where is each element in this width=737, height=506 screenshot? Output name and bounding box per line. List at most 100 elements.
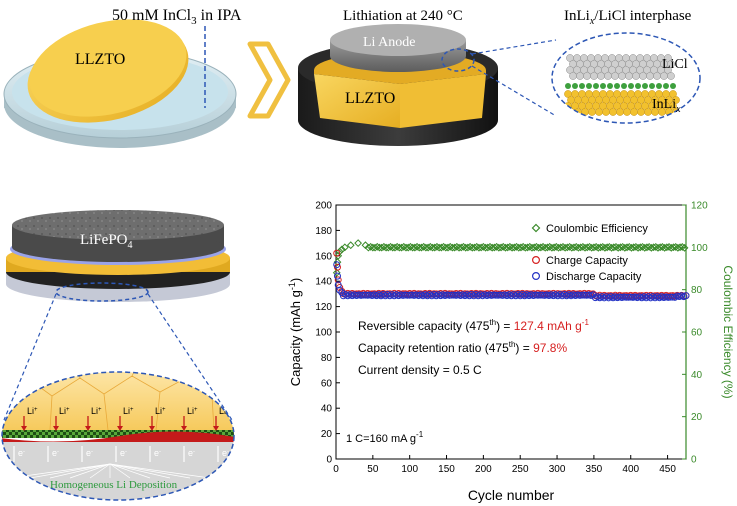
y-left-tick-label: 0 xyxy=(326,455,332,466)
inlix-atom xyxy=(616,108,624,116)
charge-point xyxy=(334,276,342,284)
legend-circle-icon xyxy=(531,272,540,281)
zoom-marker-interface xyxy=(441,48,475,72)
capacity-chart: 0 50 100 150 200 250 300 350 400 4500204060801001… xyxy=(287,201,735,504)
interface-atom xyxy=(621,83,627,89)
ce-point xyxy=(426,242,435,251)
discharge-point xyxy=(333,261,341,269)
electron-spread-line xyxy=(69,463,111,479)
ce-point xyxy=(354,239,363,248)
inlix-atom xyxy=(588,108,596,116)
ce-point xyxy=(519,242,528,251)
arrow-head-icon xyxy=(53,426,59,431)
ce-point xyxy=(660,243,669,252)
ce-point xyxy=(333,258,342,267)
discharge-point xyxy=(578,291,586,299)
ce-point xyxy=(552,242,561,251)
y-right-tick-label: 40 xyxy=(691,370,703,381)
y-right-tick-label: 100 xyxy=(691,243,708,254)
y-right-tick-label: 80 xyxy=(691,285,703,296)
interface-atom xyxy=(586,83,592,89)
legend-circle-icon xyxy=(531,256,540,265)
reversible-capacity-annotation: Reversible capacity (475th) = 127.4 mAh … xyxy=(358,318,589,333)
ce-point xyxy=(332,268,341,277)
licl-atom xyxy=(639,72,647,80)
arrow-head-icon xyxy=(117,426,123,431)
discharge-point xyxy=(448,291,456,299)
interphase-bubble xyxy=(551,32,701,124)
arrow-head-icon xyxy=(213,426,219,431)
y-left-tick-label: 40 xyxy=(321,404,333,415)
ce-point xyxy=(379,242,388,251)
electron-spread-line xyxy=(109,463,131,479)
discharge-point xyxy=(334,281,342,289)
full-cell-illustration xyxy=(6,210,230,302)
ce-point xyxy=(654,243,662,252)
licl-atom xyxy=(667,72,675,80)
ce-point xyxy=(481,243,490,252)
x-tick-label: 350 xyxy=(586,464,603,475)
interface-atom xyxy=(656,83,662,89)
ce-point xyxy=(466,242,475,251)
charge-point xyxy=(333,249,341,257)
arrow-head-icon xyxy=(149,426,155,431)
discharge-point xyxy=(538,291,546,299)
y-right-tick-label: 20 xyxy=(691,412,703,423)
ce-point xyxy=(669,243,678,252)
ce-point xyxy=(539,242,547,251)
licl-label: LiCl xyxy=(662,57,688,72)
step1-dish-illustration xyxy=(3,19,237,148)
current-density-annotation: Current density = 0.5 C xyxy=(358,363,482,377)
ce-point xyxy=(486,242,494,251)
ce-point xyxy=(541,243,550,252)
y-right-tick-label: 0 xyxy=(691,455,697,466)
discharge-point xyxy=(338,289,346,297)
arrow-head-icon xyxy=(85,426,91,431)
inlix-atom xyxy=(644,108,652,116)
ce-point xyxy=(337,245,346,254)
inlix-atom xyxy=(623,108,631,116)
ce-point xyxy=(581,243,589,252)
li-anode-label: Li Anode xyxy=(363,35,416,50)
discharge-point xyxy=(682,292,690,300)
inlix-atom xyxy=(637,108,645,116)
ce-point xyxy=(433,242,441,251)
discharge-point xyxy=(450,291,458,299)
zoom-bubble xyxy=(1,371,235,501)
ce-point xyxy=(499,242,508,251)
ce-point xyxy=(567,243,576,252)
ce-point xyxy=(678,243,687,251)
ce-point xyxy=(607,243,616,252)
licl-atom xyxy=(618,72,626,80)
electron-spread-line xyxy=(109,463,171,479)
ce-point xyxy=(479,242,488,251)
ce-point xyxy=(587,243,596,252)
ce-point xyxy=(488,243,497,252)
interface-atom xyxy=(593,83,599,89)
step2-cell-illustration xyxy=(298,24,498,146)
ce-point xyxy=(647,243,656,252)
x-tick-label: 300 xyxy=(549,464,566,475)
ce-point xyxy=(406,242,415,251)
interface-atom xyxy=(628,83,634,89)
interface-atom xyxy=(565,83,571,89)
ce-point xyxy=(366,242,375,251)
ce-point xyxy=(514,243,523,252)
discharge-point xyxy=(664,293,672,301)
ce-point xyxy=(393,242,402,251)
ce-point xyxy=(399,242,408,251)
discharge-point xyxy=(333,272,341,280)
ce-point xyxy=(340,243,349,252)
x-tick-label: 400 xyxy=(622,464,639,475)
discharge-point xyxy=(669,293,677,301)
y-left-axis-label: Capacity (mAh g-1) xyxy=(287,278,303,386)
discharge-point xyxy=(359,291,367,299)
discharge-point xyxy=(494,291,502,299)
ce-point xyxy=(574,243,583,252)
interface-atom xyxy=(572,83,578,89)
x-axis-label: Cycle number xyxy=(468,487,555,503)
interface-atom xyxy=(649,83,655,89)
x-tick-label: 150 xyxy=(438,464,455,475)
ce-point xyxy=(346,241,355,250)
